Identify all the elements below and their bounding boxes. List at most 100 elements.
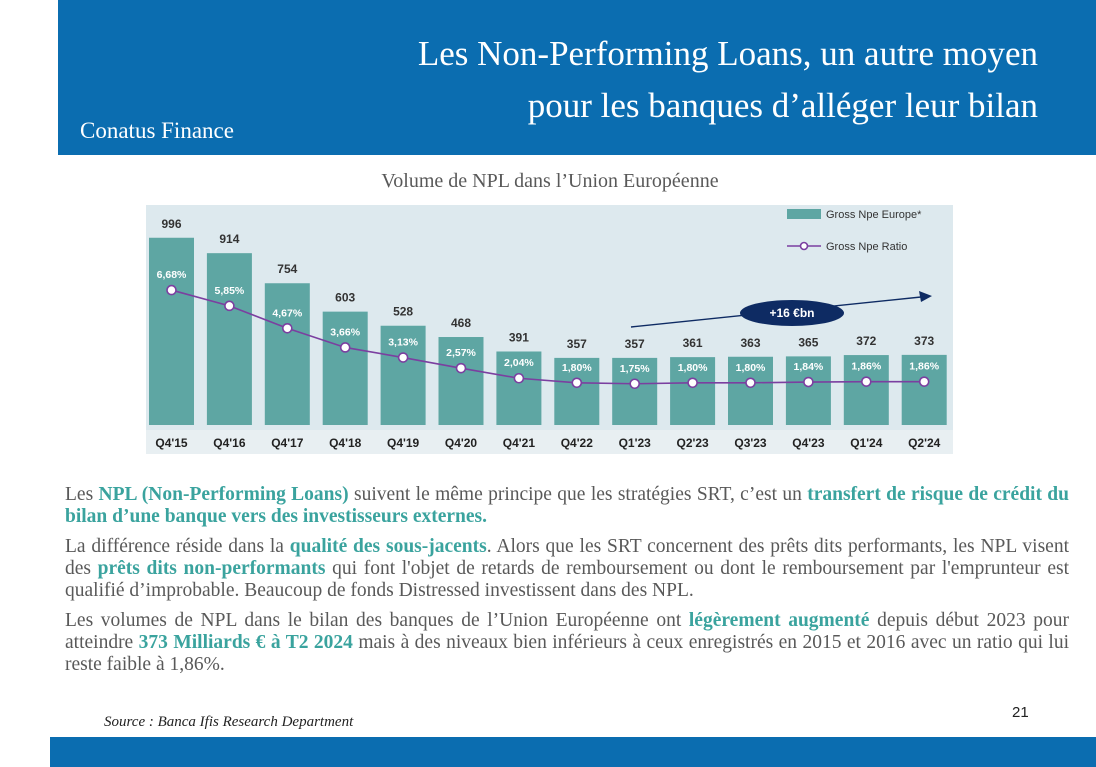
ratio-point — [397, 352, 409, 363]
slide-title-line2: pour les banques d’alléger leur bilan — [527, 86, 1038, 125]
ratio-label: 2,57% — [446, 347, 476, 359]
header-banner: Les Non-Performing Loans, un autre moyen… — [58, 0, 1096, 155]
text-span: La différence réside dans la — [65, 536, 290, 557]
bar-value-label: 754 — [277, 262, 297, 276]
page-number: 21 — [1012, 704, 1029, 721]
ratio-point — [629, 378, 641, 390]
trend-arrow-head — [919, 291, 932, 302]
ratio-line — [171, 289, 925, 385]
highlight-non-performing: prêts dits non-performants — [97, 558, 326, 579]
bar-Q3'23 — [728, 356, 773, 425]
x-tick-label: Q4'19 — [387, 436, 420, 450]
annotation-badge — [740, 300, 844, 326]
chart-title: Volume de NPL dans l’Union Européenne — [381, 170, 719, 192]
paragraph-1: Les NPL (Non-Performing Loans) suivent l… — [65, 484, 1069, 528]
bar-value-label: 391 — [509, 330, 529, 344]
x-tick-label: Q4'18 — [329, 436, 362, 450]
highlight-npl: NPL (Non-Performing Loans) — [98, 484, 349, 505]
bar-Q4'20 — [438, 337, 484, 425]
paragraph-2: La différence réside dans la qualité des… — [65, 536, 1069, 602]
ratio-label: 1,80% — [678, 362, 708, 374]
x-tick-label: Q3'23 — [734, 436, 767, 450]
ratio-label: 3,66% — [330, 326, 360, 338]
text-span: depuis début 2023 pour atteindre — [65, 610, 1069, 653]
ratio-label: 1,80% — [736, 362, 766, 374]
bar-value-label: 603 — [335, 291, 355, 305]
x-tick-label: Q1'23 — [619, 436, 652, 450]
ratio-label: 3,13% — [388, 337, 418, 349]
x-tick-label: Q4'17 — [271, 436, 304, 450]
ratio-point — [571, 377, 583, 389]
ratio-label: 1,75% — [620, 363, 650, 375]
legend-bar-label: Gross Npe Europe* — [826, 209, 922, 221]
bar-value-label: 361 — [683, 336, 703, 350]
bar-Q4'17 — [264, 283, 310, 425]
ratio-point — [339, 342, 351, 353]
slide-title-line1: Les Non-Performing Loans, un autre moyen — [417, 34, 1038, 73]
ratio-point — [745, 377, 756, 389]
text-span: suivent le même principe que les stratég… — [348, 484, 808, 505]
bar-value-label: 365 — [798, 335, 818, 349]
ratio-label: 4,67% — [272, 307, 302, 319]
text-span: . Alors que les SRT concernent des prêts… — [65, 536, 1069, 579]
highlight-transfer: transfert de risque de crédit du bilan d… — [65, 484, 1069, 527]
ratio-point — [687, 377, 698, 389]
bar-Q4'15 — [149, 237, 194, 425]
ratio-label: 6,68% — [157, 269, 187, 281]
legend-bar-swatch — [787, 209, 821, 219]
ratio-point — [513, 372, 525, 384]
ratio-point — [803, 376, 814, 388]
bar-value-label: 357 — [625, 337, 645, 351]
text-span: qui font l'objet de retards de rembourse… — [65, 558, 1069, 601]
bar-value-label: 372 — [856, 334, 876, 348]
body-text: Les NPL (Non-Performing Loans) suivent l… — [65, 484, 1069, 684]
bar-value-label: 528 — [393, 305, 413, 319]
footer-bar — [50, 737, 1096, 767]
x-tick-label: Q4'22 — [561, 436, 594, 450]
x-tick-label: Q4'23 — [792, 436, 825, 450]
x-tick-label: Q2'24 — [908, 436, 941, 450]
brand-name: Conatus Finance — [80, 118, 234, 143]
ratio-point — [282, 322, 293, 334]
source-note: Source : Banca Ifis Research Department — [104, 714, 354, 730]
x-tick-label: Q1'24 — [850, 436, 883, 450]
ratio-label: 2,04% — [504, 357, 534, 369]
ratio-label: 1,86% — [909, 361, 939, 373]
ratio-label: 1,80% — [562, 362, 592, 374]
ratio-label: 1,86% — [851, 361, 881, 373]
ratio-label: 5,85% — [215, 285, 245, 297]
x-tick-label: Q4'15 — [155, 436, 188, 450]
ratio-label: 1,84% — [794, 361, 824, 373]
bar-value-label: 363 — [740, 336, 760, 350]
bar-value-label: 996 — [161, 217, 181, 231]
text-span: Les volumes de NPL dans le bilan des ban… — [65, 610, 689, 631]
bar-Q2'23 — [670, 357, 716, 425]
bar-value-label: 357 — [567, 337, 587, 351]
bar-Q4'18 — [322, 311, 368, 425]
x-tick-label: Q4'16 — [213, 436, 246, 450]
ratio-point — [166, 284, 177, 296]
bar-Q4'19 — [380, 325, 426, 425]
bar-Q4'21 — [496, 351, 542, 425]
bar-Q1'23 — [612, 357, 658, 425]
bar-value-label: 914 — [219, 232, 239, 246]
x-axis-band — [146, 430, 953, 454]
bar-Q1'24 — [843, 355, 889, 425]
x-tick-label: Q4'21 — [503, 436, 536, 450]
legend-line-marker — [799, 241, 809, 251]
bar-Q4'23 — [785, 356, 831, 425]
bar-value-label: 468 — [451, 316, 471, 330]
x-tick-label: Q2'23 — [676, 436, 709, 450]
ratio-point — [918, 376, 930, 387]
highlight-volume: 373 Milliards € à T2 2024 — [138, 632, 353, 653]
npl-chart: 996 Q4'15 914 Q4'16 754 Q4'17 603 Q4'18 528 Q4'19… — [146, 205, 953, 454]
bar-Q4'16 — [206, 253, 252, 425]
highlight-increase: légèrement augmenté — [688, 610, 870, 631]
ratio-point — [860, 376, 872, 387]
ratio-point — [224, 300, 235, 312]
x-tick-label: Q4'20 — [445, 436, 478, 450]
ratio-point — [455, 362, 467, 374]
annotation-text: +16 €bn — [769, 306, 814, 320]
highlight-quality: qualité des sous-jacents — [289, 536, 487, 557]
slide-title: Les Non-Performing Loans, un autre moyen… — [278, 28, 1038, 132]
